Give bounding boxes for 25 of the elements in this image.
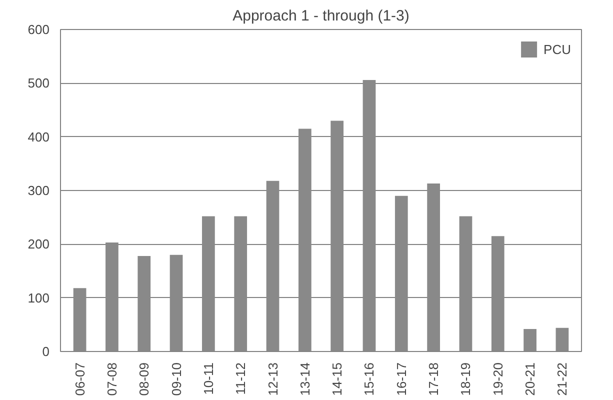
y-tick-label: 400 xyxy=(28,129,50,144)
x-tick-label: 21-22 xyxy=(554,362,570,396)
x-tick-label: 08-09 xyxy=(136,362,152,396)
x-tick-label: 06-07 xyxy=(72,362,88,396)
x-tick-label: 10-11 xyxy=(200,362,216,395)
y-tick-label: 300 xyxy=(28,183,50,198)
x-tick-label: 12-13 xyxy=(265,362,280,396)
y-tick-label: 100 xyxy=(28,290,50,306)
x-tick-label: 19-20 xyxy=(490,362,506,396)
x-tick-label: 07-08 xyxy=(104,362,120,396)
x-tick-label: 18-19 xyxy=(458,362,474,396)
y-tick-label: 0 xyxy=(42,344,50,359)
legend-label: PCU xyxy=(544,42,571,56)
x-tick-label: 14-15 xyxy=(330,362,345,396)
chart-title: Approach 1 - through (1-3) xyxy=(232,8,410,24)
x-tick-label: 20-21 xyxy=(522,362,538,396)
y-tick-label: 200 xyxy=(28,236,50,252)
x-tick-label: 11-12 xyxy=(233,362,248,395)
x-tick-label: 15-16 xyxy=(362,362,377,396)
x-tick-label: 13-14 xyxy=(297,362,312,396)
x-tick-label: 17-18 xyxy=(426,362,442,396)
x-tick-label: 16-17 xyxy=(394,362,409,396)
x-tick-label: 09-10 xyxy=(168,362,184,396)
y-tick-label: 500 xyxy=(28,76,50,91)
y-tick-label: 600 xyxy=(28,22,50,37)
